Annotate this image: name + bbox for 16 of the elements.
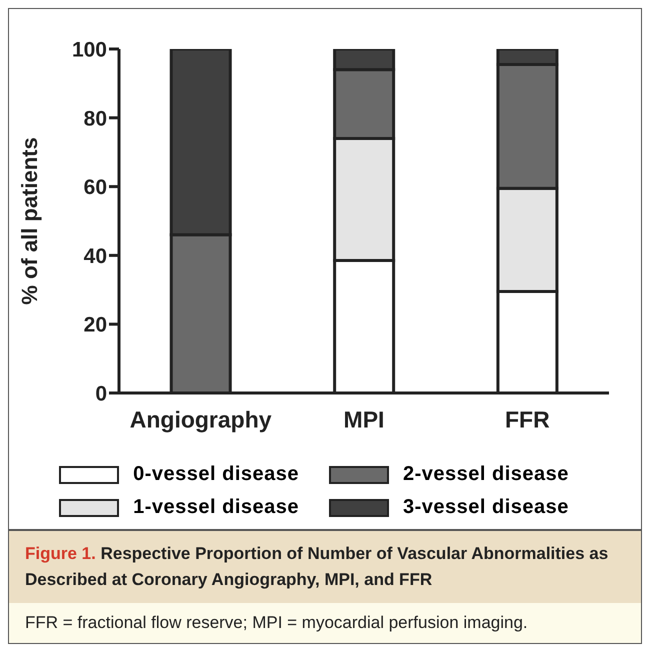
x-tick-label: Angiography	[130, 406, 272, 432]
y-tick-label: 40	[84, 244, 107, 268]
legend-label: 1-vessel disease	[133, 496, 299, 519]
legend-label: 2-vessel disease	[403, 463, 569, 486]
y-tick-label: 0	[95, 382, 107, 406]
legend-label: 3-vessel disease	[403, 496, 569, 519]
y-tick-label: 80	[84, 107, 107, 130]
x-tick-label: MPI	[344, 406, 384, 432]
y-tick-label: 100	[72, 38, 107, 62]
y-tick-label: 20	[84, 314, 107, 337]
legend-label: 0-vessel disease	[133, 463, 299, 486]
text: Figure 1. Respective Proportion of Number of Vascular Abnormalities as Described at Coronary Angiography, MPI, and FFR	[25, 544, 608, 589]
x-tick-label: FFR	[504, 406, 550, 432]
y-tick-label: 60	[84, 176, 107, 200]
text: FFR = fractional flow reserve; MPI = myocardial perfusion imaging.	[9, 603, 641, 643]
y-axis-title: % of all patients	[17, 137, 42, 305]
